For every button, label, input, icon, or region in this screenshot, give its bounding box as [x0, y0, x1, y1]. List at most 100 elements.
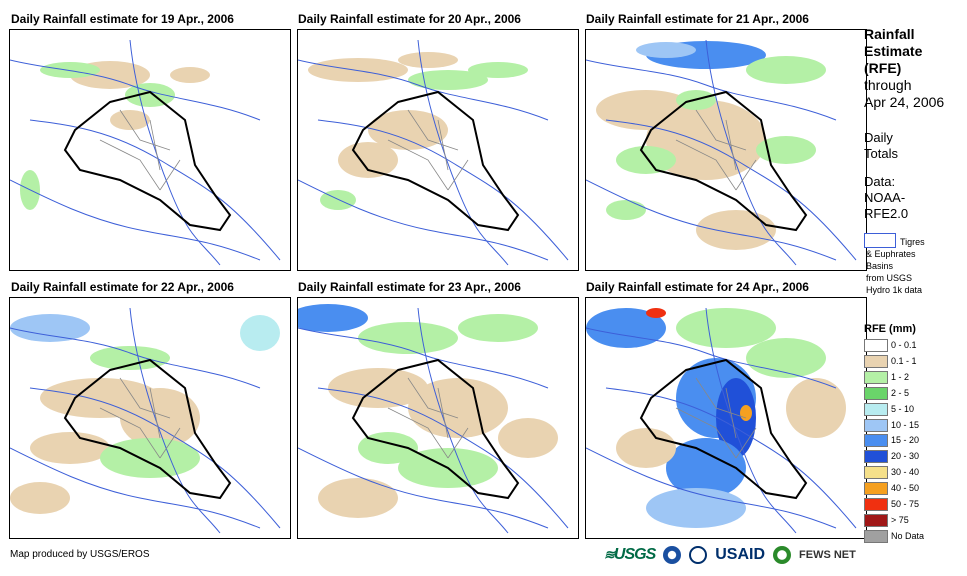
panel-title-3: Daily Rainfall estimate for 21 Apr., 200… — [586, 12, 809, 26]
river-line — [298, 447, 549, 529]
legend-title: Rainfall Estimate (RFE) through Apr 24, … — [864, 26, 944, 111]
river-line — [29, 387, 281, 529]
rainfall-area — [30, 432, 110, 464]
usaid-seal-icon — [689, 546, 708, 564]
country-border — [63, 90, 232, 232]
rainfall-area — [170, 67, 210, 83]
rainfall-area — [696, 210, 776, 250]
legend-class-label: 0.1 - 1 — [891, 355, 917, 366]
legend-class-label: No Data — [891, 530, 925, 541]
rainfall-area — [746, 338, 826, 378]
rainfall-area — [740, 405, 752, 421]
river-line — [586, 179, 837, 261]
river-line — [605, 119, 857, 261]
rainfall-area — [786, 378, 846, 438]
rainfall-map-23apr — [297, 297, 579, 539]
logo-strip: ≋USGS USAID FEWS NET — [604, 545, 856, 565]
legend-color-swatch — [864, 386, 888, 400]
noaa-label: NOAA- — [864, 190, 906, 205]
river-line — [10, 59, 261, 121]
rainfall-area — [468, 62, 528, 78]
rainfall-area — [318, 478, 398, 518]
river-line — [705, 307, 797, 534]
rainfall-area — [10, 314, 90, 342]
river-line — [417, 307, 509, 534]
rainfall-area — [646, 488, 746, 528]
province-boundary — [387, 377, 469, 459]
rainfall-area — [110, 110, 150, 130]
rainfall-area — [616, 428, 676, 468]
rainfall-area — [746, 56, 826, 84]
map-canvas — [586, 39, 857, 266]
legend-class-label: 2 - 5 — [891, 387, 910, 398]
totals-label: Totals — [864, 146, 898, 161]
usaid-logo: USAID — [715, 546, 766, 563]
rainfall-area — [408, 70, 488, 90]
legend-color-swatch — [864, 370, 888, 384]
province-boundary — [99, 377, 181, 459]
legend-class-label: > 75 — [891, 514, 909, 525]
river-line — [605, 387, 857, 529]
rainfall-area — [240, 315, 280, 351]
river-line — [317, 387, 569, 529]
daily-label: Daily — [864, 130, 893, 145]
legend-color-swatch — [864, 513, 888, 527]
rainfall-area — [716, 378, 756, 458]
river-line — [705, 39, 797, 266]
legend-class-label: 50 - 75 — [891, 499, 920, 509]
rainfall-map-22apr — [9, 297, 291, 539]
basin-text-4: from USGS — [866, 273, 913, 283]
legend-color-swatch — [864, 529, 888, 543]
rainfall-area — [100, 438, 200, 478]
rainfall-area — [90, 346, 170, 370]
map-credit: Map produced by USGS/EROS — [10, 549, 150, 560]
map-canvas — [10, 39, 281, 266]
data-source-label: Data: NOAA- RFE2.0 — [864, 174, 908, 222]
legend-color-swatch — [864, 498, 888, 511]
legend-color-swatch — [864, 434, 888, 448]
legend-class-label: 20 - 30 — [891, 451, 920, 462]
river-line — [298, 327, 549, 389]
country-border — [639, 358, 808, 500]
country-border — [63, 358, 232, 500]
legend-class-label: 10 - 15 — [891, 419, 920, 430]
map-canvas — [10, 307, 281, 534]
rfe-legend-header: RFE (mm) — [864, 323, 916, 335]
river-line — [586, 447, 837, 529]
basin-text-2: & Euphrates — [866, 249, 916, 259]
rainfall-area — [458, 314, 538, 342]
rainfall-area — [308, 58, 408, 82]
river-line — [586, 59, 837, 121]
legend-class-label: 1 - 2 — [891, 371, 910, 382]
river-line — [317, 119, 569, 261]
legend-class-label: 30 - 40 — [891, 467, 920, 478]
basin-text-3: Basins — [866, 261, 894, 271]
usgs-logo: ≋USGS — [604, 546, 656, 563]
country-border — [351, 358, 520, 500]
legend-through: through — [864, 77, 912, 93]
basin-text-5: Hydro 1k data — [866, 285, 923, 295]
data-label: Data: — [864, 174, 896, 189]
fews-net-logo: FEWS NET — [799, 549, 856, 561]
rainfall-area — [398, 52, 458, 68]
daily-totals-label: Daily Totals — [864, 130, 898, 162]
rfe2-label: RFE2.0 — [864, 206, 909, 221]
fews-logo-icon — [773, 546, 792, 564]
basin-text-1: Tigres — [900, 237, 925, 247]
river-line — [129, 39, 221, 266]
river-line — [10, 447, 261, 529]
legend-color-swatch — [864, 466, 888, 480]
rainfall-area — [358, 322, 458, 354]
legend-color-swatch — [864, 418, 888, 432]
legend-color-swatch — [864, 339, 888, 352]
rainfall-area — [666, 438, 746, 498]
river-line — [586, 327, 837, 389]
river-line — [417, 39, 509, 266]
rainfall-map-19apr — [9, 29, 291, 271]
legend-title-line2: Estimate — [864, 43, 923, 59]
panel-title-4: Daily Rainfall estimate for 22 Apr., 200… — [11, 280, 234, 294]
panel-title-2: Daily Rainfall estimate for 20 Apr., 200… — [298, 12, 521, 26]
rainfall-map-20apr — [297, 29, 579, 271]
panel-title-5: Daily Rainfall estimate for 23 Apr., 200… — [298, 280, 521, 294]
rainfall-area — [120, 388, 200, 448]
